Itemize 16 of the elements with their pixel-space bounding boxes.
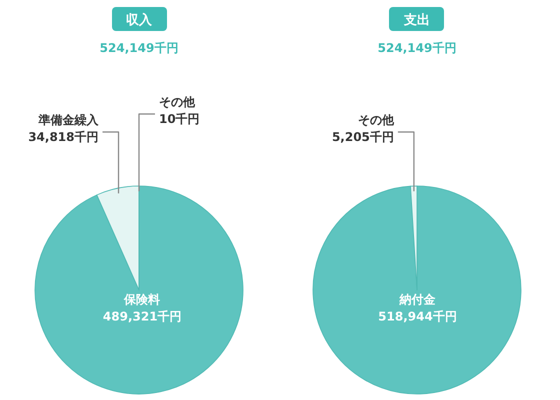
data-label: 34,818千円: [28, 130, 99, 144]
data-label: 5,205千円: [332, 130, 394, 144]
data-label: 489,321千円: [102, 309, 182, 324]
slice-label: 保険料: [123, 292, 160, 306]
data-label: 10千円: [158, 112, 200, 126]
chart-subtitle: 524,149千円: [378, 41, 456, 55]
pie-slice: [34, 186, 244, 394]
slice-label: その他: [358, 113, 395, 127]
chart-subtitle: 524,149千円: [100, 41, 178, 55]
slice-label: 納付金: [398, 292, 436, 307]
slice-label: その他: [158, 95, 196, 109]
pie-slice: [312, 186, 522, 394]
slice-label: 準備金繰入: [38, 113, 100, 127]
chart-title: 支出: [403, 13, 430, 28]
chart-title: 収入: [126, 12, 153, 28]
data-label: 518,944千円: [378, 310, 457, 324]
